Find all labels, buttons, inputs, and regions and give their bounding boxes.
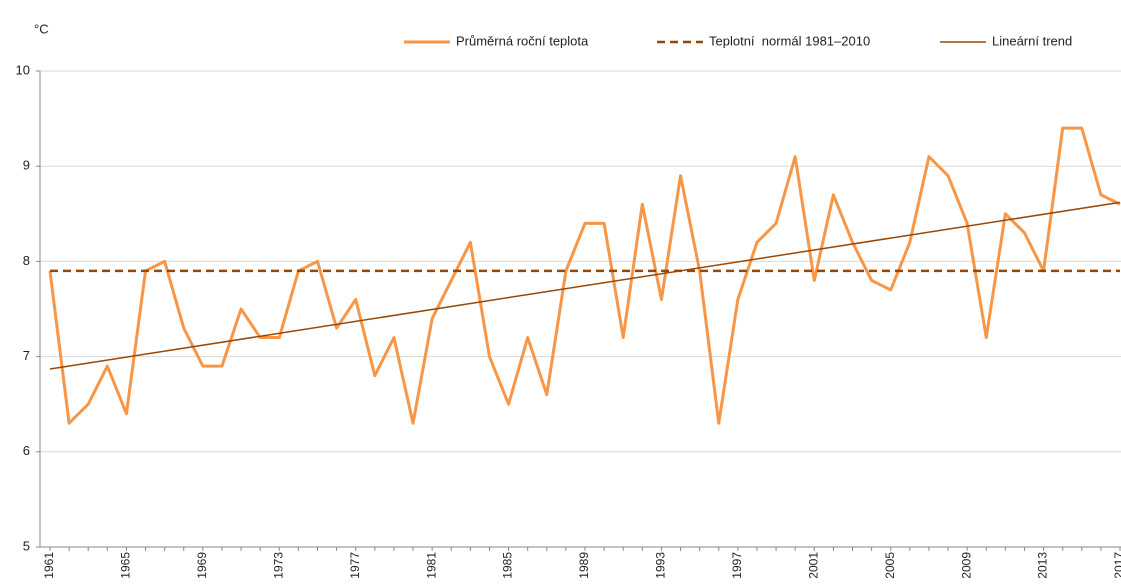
x-tick-label: 2005 — [883, 552, 897, 579]
legend-label: Lineární trend — [992, 33, 1072, 48]
x-tick-label: 2009 — [959, 552, 973, 579]
legend-label: Průměrná roční teplota — [456, 33, 589, 48]
x-tick-label: 1989 — [577, 552, 591, 579]
y-tick-label: 6 — [23, 443, 30, 458]
x-tick-label: 1969 — [195, 552, 209, 579]
data-line — [48, 126, 1121, 425]
x-tick-label: 2017 — [1112, 552, 1121, 579]
y-tick-label: 5 — [23, 538, 30, 553]
y-tick-label: 7 — [23, 348, 30, 363]
trend-line — [49, 201, 1121, 370]
x-tick-label: 1981 — [424, 552, 438, 579]
y-tick-label: 8 — [23, 253, 30, 268]
y-tick-label: 9 — [23, 158, 30, 173]
x-tick-label: 1985 — [501, 552, 515, 579]
y-axis-label: °C — [34, 21, 49, 36]
x-tick-label: 2001 — [806, 552, 820, 579]
x-tick-label: 1977 — [348, 552, 362, 579]
x-tick-label: 1993 — [654, 552, 668, 579]
x-tick-label: 1997 — [730, 552, 744, 579]
x-tick-label: 2013 — [1036, 552, 1050, 579]
y-tick-label: 10 — [16, 62, 30, 77]
x-tick-label: 1965 — [119, 552, 133, 579]
x-tick-label: 1973 — [271, 552, 285, 579]
legend-label: Teplotní normál 1981–2010 — [709, 33, 870, 48]
x-tick-label: 1961 — [42, 552, 56, 579]
